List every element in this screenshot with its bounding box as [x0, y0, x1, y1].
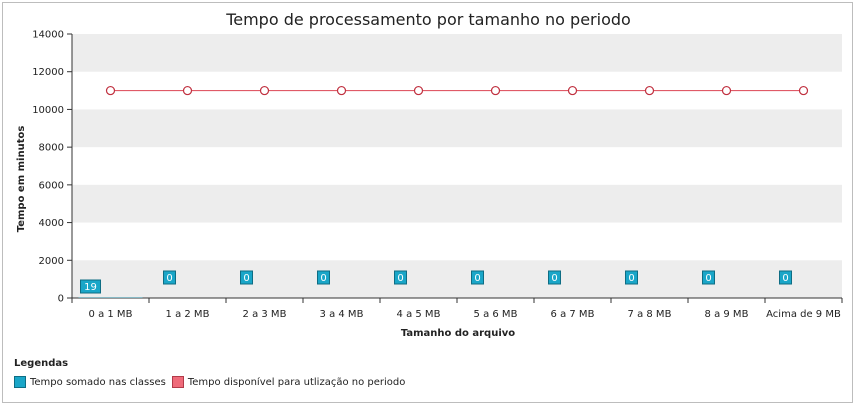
legend-swatch-bars — [14, 376, 26, 388]
grid-band — [72, 260, 842, 298]
grid-band — [72, 184, 842, 223]
x-tick-label: 5 a 6 MB — [474, 309, 518, 320]
legend-title: Legendas — [14, 358, 69, 369]
legend: Tempo somado nas classes Tempo disponíve… — [14, 376, 405, 388]
data-label-box — [317, 270, 330, 285]
legend-label-line: Tempo disponível para utlização no perio… — [187, 376, 406, 388]
data-label-box — [548, 270, 561, 285]
line-point — [798, 85, 809, 96]
x-tick-label: 0 a 1 MB — [89, 309, 133, 320]
line-point — [413, 85, 424, 96]
data-label: 0 — [782, 273, 788, 284]
data-label: 0 — [474, 273, 480, 284]
line-point — [721, 85, 732, 96]
y-tick-label: 0 — [58, 294, 64, 305]
grid-band — [72, 34, 842, 72]
data-label: 0 — [243, 273, 249, 284]
data-label-box — [163, 270, 176, 285]
line-point — [259, 85, 270, 96]
grid-band — [72, 109, 842, 148]
x-tick-label: 7 a 8 MB — [628, 309, 672, 320]
x-ticks: 0 a 1 MB 1 a 2 MB 2 a 3 MB 3 a 4 MB 4 a 5 MB… — [71, 298, 843, 320]
y-tick-label: 6000 — [39, 180, 64, 191]
y-tick-label: 4000 — [39, 218, 64, 229]
legend-swatch-line — [171, 376, 184, 388]
line-point — [336, 85, 347, 96]
data-label: 0 — [166, 273, 172, 284]
line-point — [490, 85, 501, 96]
x-axis-label: Tamanho do arquivo — [401, 328, 515, 339]
x-tick-label: 3 a 4 MB — [320, 309, 364, 320]
data-label-box — [625, 270, 638, 285]
bar-series: 19 0 0 0 0 0 0 0 0 0 — [78, 270, 792, 298]
x-tick-label: 2 a 3 MB — [243, 309, 287, 320]
x-tick-label: 4 a 5 MB — [397, 309, 441, 320]
y-tick-label: 8000 — [39, 143, 64, 154]
line-point — [567, 85, 578, 96]
data-label: 0 — [320, 273, 326, 284]
data-label-box — [779, 270, 792, 285]
data-label-box — [240, 270, 253, 285]
x-tick-label: 6 a 7 MB — [551, 309, 595, 320]
data-label-box — [394, 270, 407, 285]
legend-label-bars: Tempo somado nas classes — [30, 376, 166, 388]
x-tick-label: 8 a 9 MB — [705, 309, 749, 320]
grid-bands — [72, 34, 842, 298]
y-tick-label: 12000 — [32, 67, 64, 78]
y-tick-label: 14000 — [32, 30, 64, 41]
data-label-box — [702, 270, 715, 285]
line-series — [105, 85, 809, 96]
line-point — [105, 85, 116, 96]
chart-title: Tempo de processamento por tamanho no pe… — [226, 10, 631, 29]
x-tick-label: Acima de 9 MB — [766, 309, 841, 320]
data-label: 0 — [397, 273, 403, 284]
y-tick-label: 10000 — [32, 105, 64, 116]
y-ticks: 0 2000 4000 6000 8000 10000 12000 14000 — [32, 30, 72, 305]
line-point — [644, 85, 655, 96]
axes — [71, 34, 842, 299]
data-label: 0 — [705, 273, 711, 284]
line-point — [182, 85, 193, 96]
data-label: 19 — [84, 282, 97, 293]
y-axis-label: Tempo em minutos — [16, 126, 27, 233]
data-label: 0 — [551, 273, 557, 284]
x-tick-label: 1 a 2 MB — [166, 309, 210, 320]
y-tick-label: 2000 — [39, 256, 64, 267]
data-label-box — [80, 279, 101, 294]
data-label: 0 — [628, 273, 634, 284]
data-label-box — [471, 270, 484, 285]
